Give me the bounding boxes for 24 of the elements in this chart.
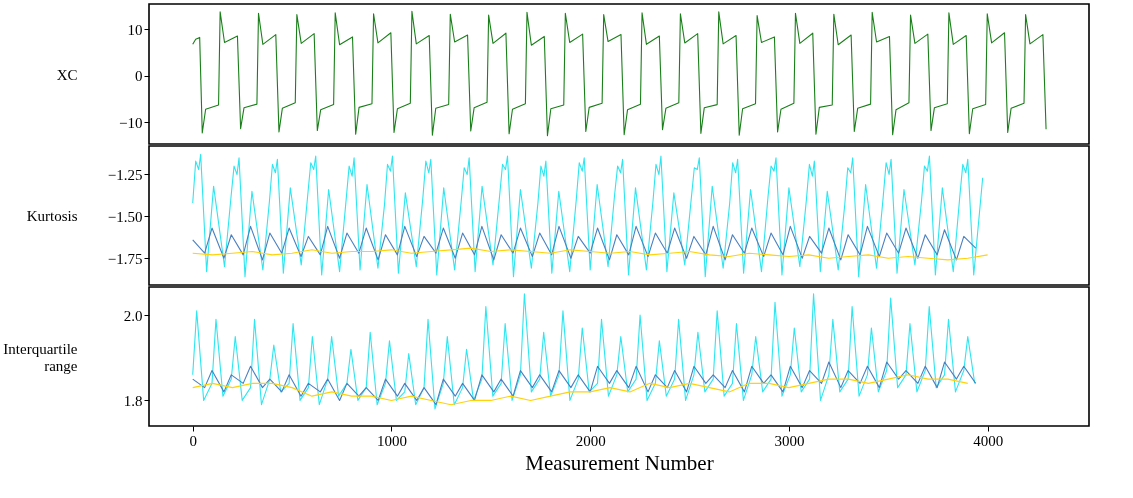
x-tick-label: 1000	[376, 432, 407, 449]
line-series	[192, 153, 984, 278]
line-series	[192, 293, 976, 410]
y-tick-label: 10	[127, 22, 143, 38]
line-series	[192, 374, 969, 406]
y-axis-title: XC	[56, 66, 78, 83]
x-tick-label: 0	[189, 432, 197, 449]
y-tick-label: −1.75	[107, 250, 143, 267]
line-series	[192, 10, 1047, 137]
y-tick-label: −10	[119, 114, 143, 131]
x-tick-label: 4000	[973, 432, 1004, 449]
x-tick-label: 3000	[774, 432, 805, 449]
line-series	[192, 247, 989, 261]
y-tick-label: −1.25	[107, 166, 143, 183]
y-axis-title: Kurtosis	[26, 208, 78, 224]
line-series	[192, 225, 977, 261]
x-axis-title: Measurement Number	[525, 450, 714, 475]
y-tick-label: −1.50	[107, 208, 143, 225]
y-tick-label: 2.0	[123, 307, 143, 324]
y-tick-label: 1.8	[123, 392, 143, 409]
y-tick-label: 0	[135, 68, 143, 85]
y-axis-title: Interquartile range	[3, 341, 78, 374]
x-tick-label: 2000	[575, 432, 606, 449]
line-series	[192, 361, 977, 406]
